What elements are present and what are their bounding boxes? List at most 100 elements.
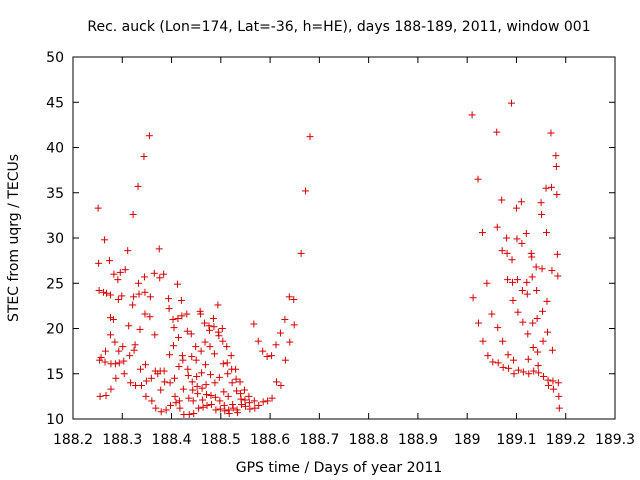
data-point bbox=[475, 319, 483, 327]
data-point bbox=[167, 401, 175, 409]
data-point bbox=[499, 363, 507, 371]
x-tick-label: 188.8 bbox=[349, 432, 389, 448]
data-point bbox=[206, 371, 214, 379]
data-point bbox=[176, 404, 184, 412]
data-point bbox=[523, 278, 531, 286]
data-point bbox=[528, 253, 536, 261]
data-point bbox=[170, 342, 178, 350]
data-point bbox=[483, 279, 491, 287]
data-point bbox=[100, 288, 108, 296]
data-point bbox=[195, 404, 203, 412]
data-point bbox=[183, 310, 191, 318]
data-point bbox=[170, 324, 178, 332]
data-point bbox=[207, 401, 215, 409]
data-point bbox=[142, 392, 150, 400]
data-point bbox=[250, 397, 258, 405]
data-point bbox=[513, 235, 521, 243]
data-point bbox=[519, 318, 527, 326]
data-point bbox=[534, 362, 542, 370]
data-point bbox=[547, 129, 555, 137]
data-point bbox=[140, 153, 148, 161]
data-point bbox=[212, 406, 220, 414]
data-point bbox=[286, 338, 294, 346]
data-point bbox=[276, 329, 284, 337]
data-point bbox=[302, 187, 310, 195]
data-point bbox=[474, 175, 482, 183]
data-point bbox=[509, 296, 517, 304]
data-point bbox=[498, 196, 506, 204]
data-point bbox=[171, 374, 179, 382]
data-point bbox=[535, 369, 543, 377]
data-point bbox=[145, 132, 153, 140]
data-point bbox=[202, 381, 210, 389]
data-point bbox=[250, 320, 258, 328]
data-point bbox=[125, 322, 133, 330]
data-point bbox=[528, 273, 536, 281]
data-point bbox=[161, 378, 169, 386]
data-point bbox=[479, 337, 487, 345]
data-point bbox=[523, 290, 531, 298]
data-point bbox=[137, 365, 145, 373]
data-point bbox=[494, 324, 502, 332]
data-point bbox=[519, 368, 527, 376]
data-point bbox=[121, 266, 129, 274]
data-point bbox=[137, 382, 145, 390]
data-point bbox=[147, 374, 155, 382]
data-point bbox=[240, 386, 248, 394]
data-point bbox=[529, 344, 537, 352]
data-point bbox=[189, 386, 197, 394]
data-point bbox=[101, 358, 109, 366]
data-point bbox=[538, 265, 546, 273]
data-point bbox=[263, 353, 271, 361]
data-point bbox=[215, 332, 223, 340]
data-point bbox=[203, 391, 211, 399]
data-point bbox=[232, 375, 240, 383]
data-point bbox=[259, 398, 267, 406]
data-point bbox=[533, 286, 541, 294]
data-point bbox=[552, 163, 560, 171]
data-point bbox=[197, 347, 205, 355]
data-point bbox=[238, 401, 246, 409]
data-point bbox=[107, 385, 115, 393]
data-point bbox=[233, 387, 241, 395]
data-point bbox=[134, 182, 142, 190]
data-point bbox=[157, 408, 165, 416]
data-point bbox=[187, 330, 195, 338]
data-point bbox=[547, 183, 555, 191]
data-point bbox=[177, 296, 185, 304]
data-point bbox=[127, 379, 135, 387]
data-point bbox=[504, 276, 512, 284]
data-point bbox=[513, 276, 521, 284]
data-point bbox=[537, 199, 545, 207]
data-point bbox=[174, 315, 182, 323]
data-point bbox=[199, 403, 207, 411]
data-point bbox=[478, 229, 486, 237]
data-point bbox=[268, 394, 276, 402]
data-point bbox=[218, 325, 226, 332]
x-tick-label: 189.2 bbox=[546, 432, 586, 448]
data-point bbox=[106, 331, 114, 339]
data-point bbox=[197, 310, 205, 318]
data-point bbox=[166, 351, 174, 359]
data-point bbox=[522, 229, 530, 237]
data-point bbox=[219, 360, 227, 368]
data-point bbox=[130, 293, 138, 301]
y-tick-label: 10 bbox=[46, 412, 64, 428]
data-point bbox=[166, 379, 174, 387]
data-point bbox=[518, 286, 526, 294]
data-point bbox=[498, 247, 506, 255]
x-tick-label: 188.7 bbox=[299, 432, 339, 448]
data-point bbox=[184, 365, 192, 373]
data-point bbox=[101, 236, 109, 244]
data-point bbox=[211, 393, 219, 401]
data-point bbox=[209, 315, 217, 323]
y-tick-label: 45 bbox=[46, 95, 64, 111]
data-point bbox=[179, 356, 187, 364]
data-point bbox=[112, 374, 120, 382]
data-point bbox=[228, 379, 236, 387]
data-point bbox=[109, 315, 117, 323]
y-tick-label: 30 bbox=[46, 231, 64, 247]
data-point bbox=[199, 396, 207, 404]
data-point bbox=[554, 272, 562, 280]
